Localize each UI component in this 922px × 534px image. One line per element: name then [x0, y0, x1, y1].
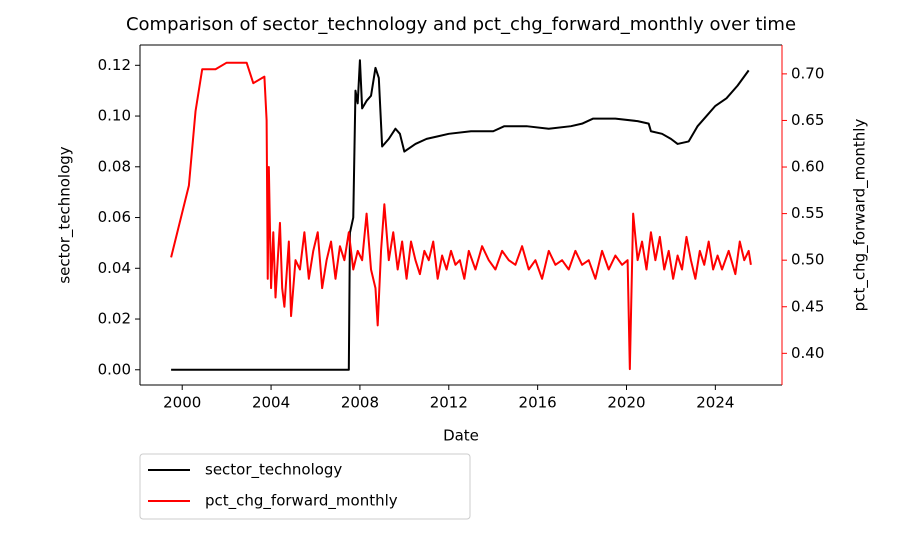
series-line — [171, 59, 750, 371]
chart-title: Comparison of sector_technology and pct_… — [126, 14, 796, 35]
legend-label: pct_chg_forward_monthly — [205, 492, 398, 511]
legend-label: sector_technology — [205, 461, 342, 480]
y2-tick-label: 0.70 — [791, 64, 824, 82]
y2-axis-label: pct_chg_forward_monthly — [851, 119, 870, 312]
x-tick-label: 2000 — [163, 394, 201, 412]
series-line — [170, 61, 752, 371]
y-tick-label: 0.10 — [98, 107, 131, 125]
y2-tick-label: 0.40 — [791, 344, 824, 362]
x-tick-label: 2016 — [519, 394, 557, 412]
y-tick-label: 0.00 — [98, 360, 131, 378]
y2-tick-label: 0.45 — [791, 297, 824, 315]
y-tick-label: 0.04 — [98, 259, 131, 277]
y-axis-label: sector_technology — [56, 146, 75, 283]
y2-tick-label: 0.50 — [791, 251, 824, 269]
y2-tick-label: 0.55 — [791, 204, 824, 222]
legend-box — [139, 453, 471, 520]
x-tick-label: 2020 — [607, 394, 645, 412]
x-axis-label: Date — [443, 427, 479, 445]
x-tick-label: 2008 — [341, 394, 379, 412]
y-tick-label: 0.06 — [98, 208, 131, 226]
x-tick-label: 2024 — [696, 394, 734, 412]
y-tick-label: 0.08 — [98, 157, 131, 175]
x-tick-label: 2004 — [252, 394, 290, 412]
x-tick-label: 2012 — [430, 394, 468, 412]
y2-tick-label: 0.65 — [791, 111, 824, 129]
y-tick-label: 0.12 — [98, 56, 131, 74]
y2-tick-label: 0.60 — [791, 158, 824, 176]
y-tick-label: 0.02 — [98, 310, 131, 328]
